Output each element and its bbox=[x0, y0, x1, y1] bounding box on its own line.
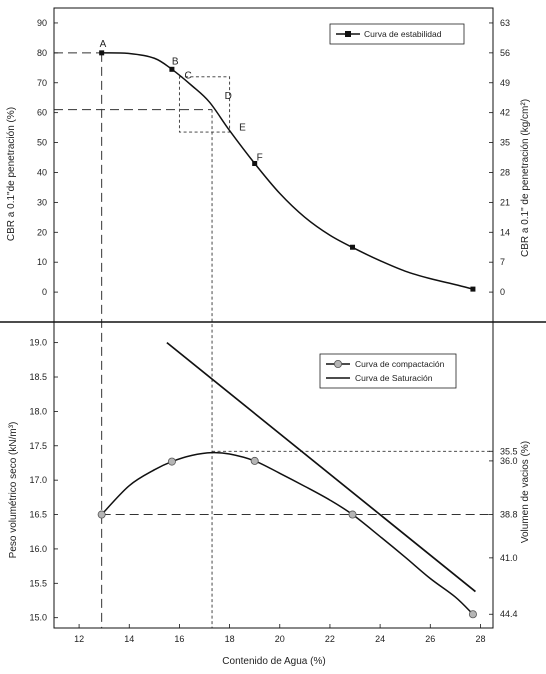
x-axis-tick-label: 26 bbox=[425, 634, 435, 644]
point-label-C: C bbox=[184, 70, 191, 81]
stability-legend-label: Curva de estabilidad bbox=[364, 29, 442, 39]
compaction-left-tick-label: 16.0 bbox=[29, 544, 47, 554]
stability-left-tick-label: 80 bbox=[37, 48, 47, 58]
stability-right-tick-label: 35 bbox=[500, 138, 510, 148]
x-axis-tick-label: 16 bbox=[174, 634, 184, 644]
saturation-legend-label: Curva de Saturación bbox=[355, 373, 433, 383]
compaction-legend: Curva de compactación Curva de Saturació… bbox=[319, 353, 457, 389]
compaction-legend-marker bbox=[333, 359, 342, 368]
stability-right-tick-label: 63 bbox=[500, 18, 510, 28]
compaction-right-tick-label: 41.0 bbox=[500, 553, 518, 563]
compaction-right-tick-label: 44.4 bbox=[500, 609, 518, 619]
x-axis-tick-label: 28 bbox=[475, 634, 485, 644]
stability-left-tick-label: 60 bbox=[37, 108, 47, 118]
compaction-left-ticks: 15.0 15.5 16.0 16.5 17.0 17.5 18.0 18.5 19.0 bbox=[29, 338, 58, 623]
ref-box bbox=[178, 76, 231, 133]
stability-marker bbox=[470, 286, 476, 292]
x-axis-tick-label: 12 bbox=[74, 634, 84, 644]
compaction-left-tick-label: 17.5 bbox=[29, 441, 47, 451]
stability-chart-panel: A BC D E F 0 10 20 30 40 50 60 70 80 90 0 7 14 21 28 35 42 4… bbox=[6, 18, 531, 628]
stability-left-tick-label: 20 bbox=[37, 227, 47, 237]
compaction-left-tick-label: 16.5 bbox=[29, 510, 47, 520]
x-axis-tick-label: 14 bbox=[124, 634, 134, 644]
compaction-marker bbox=[167, 457, 176, 466]
x-axis-tick-label: 18 bbox=[225, 634, 235, 644]
compaction-left-tick-label: 18.5 bbox=[29, 372, 47, 382]
compaction-chart-panel: 15.0 15.5 16.0 16.5 17.0 17.5 18.0 18.5 19.0 35.… bbox=[8, 338, 531, 667]
compaction-right-axis-label: Volumen de vacios (%) bbox=[520, 441, 531, 543]
stability-reference-lines bbox=[54, 52, 231, 628]
stability-right-tick-label: 7 bbox=[500, 257, 505, 267]
compaction-left-tick-label: 15.5 bbox=[29, 578, 47, 588]
stability-right-tick-label: 49 bbox=[500, 78, 510, 88]
x-axis-tick-label: 24 bbox=[375, 634, 385, 644]
x-axis-label: Contenido de Agua (%) bbox=[222, 656, 325, 667]
compaction-legend-label: Curva de compactación bbox=[355, 359, 445, 369]
compaction-reference-lines bbox=[101, 450, 493, 516]
compaction-right-tick-label: 35.5 bbox=[500, 446, 518, 456]
compaction-left-axis-label: Peso volumétrico seco (kN/m³) bbox=[8, 422, 19, 559]
stability-left-axis-label: CBR a 0.1"de penetración (%) bbox=[6, 107, 17, 241]
stability-right-ticks: 0 7 14 21 28 35 42 49 56 63 bbox=[489, 18, 510, 297]
compaction-markers bbox=[97, 456, 477, 619]
stability-right-tick-label: 28 bbox=[500, 167, 510, 177]
compaction-curves bbox=[101, 341, 476, 615]
stability-left-tick-label: 90 bbox=[37, 18, 47, 28]
stability-marker bbox=[99, 50, 105, 56]
stability-right-tick-label: 14 bbox=[500, 227, 510, 237]
x-axis-ticks: 12 14 16 18 20 22 24 26 28 bbox=[74, 624, 485, 644]
stability-left-ticks: 0 10 20 30 40 50 60 70 80 90 bbox=[37, 18, 58, 297]
stability-left-tick-label: 40 bbox=[37, 167, 47, 177]
stability-left-tick-label: 0 bbox=[42, 287, 47, 297]
stability-marker bbox=[252, 161, 258, 167]
compaction-left-tick-label: 17.0 bbox=[29, 475, 47, 485]
stability-marker bbox=[169, 66, 175, 72]
saturation-curve bbox=[166, 341, 476, 593]
stability-right-tick-label: 56 bbox=[500, 48, 510, 58]
point-label-D: D bbox=[225, 91, 232, 102]
compaction-marker bbox=[348, 510, 357, 519]
point-label-A: A bbox=[100, 39, 107, 50]
point-label-F: F bbox=[257, 153, 263, 164]
stability-curves bbox=[101, 52, 474, 290]
stability-legend: Curva de estabilidad bbox=[329, 23, 465, 45]
compaction-right-tick-label: 38.8 bbox=[500, 510, 518, 520]
stability-right-axis-label: CBR a 0.1" de penetración (kg/cm²) bbox=[520, 99, 531, 257]
compaction-curve bbox=[101, 451, 474, 615]
compaction-left-tick-label: 18.0 bbox=[29, 406, 47, 416]
compaction-right-ticks: 35.536.0 38.8 41.0 44.4 bbox=[489, 446, 518, 619]
stability-markers bbox=[99, 50, 476, 292]
stability-right-tick-label: 0 bbox=[500, 287, 505, 297]
stability-curve bbox=[101, 52, 474, 290]
stability-legend-box bbox=[329, 23, 465, 45]
x-axis-tick-label: 20 bbox=[275, 634, 285, 644]
compaction-legend-box bbox=[319, 353, 457, 389]
compaction-right-tick-label: 36.0 bbox=[500, 456, 518, 466]
stability-left-tick-label: 70 bbox=[37, 78, 47, 88]
chart-frame bbox=[0, 7, 546, 629]
point-label-E: E bbox=[239, 123, 246, 134]
stability-legend-marker bbox=[345, 31, 351, 37]
compaction-marker bbox=[250, 456, 259, 465]
stability-left-tick-label: 10 bbox=[37, 257, 47, 267]
point-label-B: B bbox=[172, 56, 179, 67]
plot-border bbox=[53, 7, 494, 629]
stability-point-labels: A BC D E F bbox=[100, 39, 263, 164]
stability-right-tick-label: 21 bbox=[500, 197, 510, 207]
stability-right-tick-label: 42 bbox=[500, 108, 510, 118]
compaction-left-tick-label: 19.0 bbox=[29, 338, 47, 348]
stability-left-tick-label: 50 bbox=[37, 138, 47, 148]
stability-marker bbox=[350, 244, 356, 250]
compaction-left-tick-label: 15.0 bbox=[29, 613, 47, 623]
x-axis-tick-label: 22 bbox=[325, 634, 335, 644]
compaction-marker bbox=[468, 610, 477, 619]
compaction-marker bbox=[97, 510, 106, 519]
stability-left-tick-label: 30 bbox=[37, 197, 47, 207]
